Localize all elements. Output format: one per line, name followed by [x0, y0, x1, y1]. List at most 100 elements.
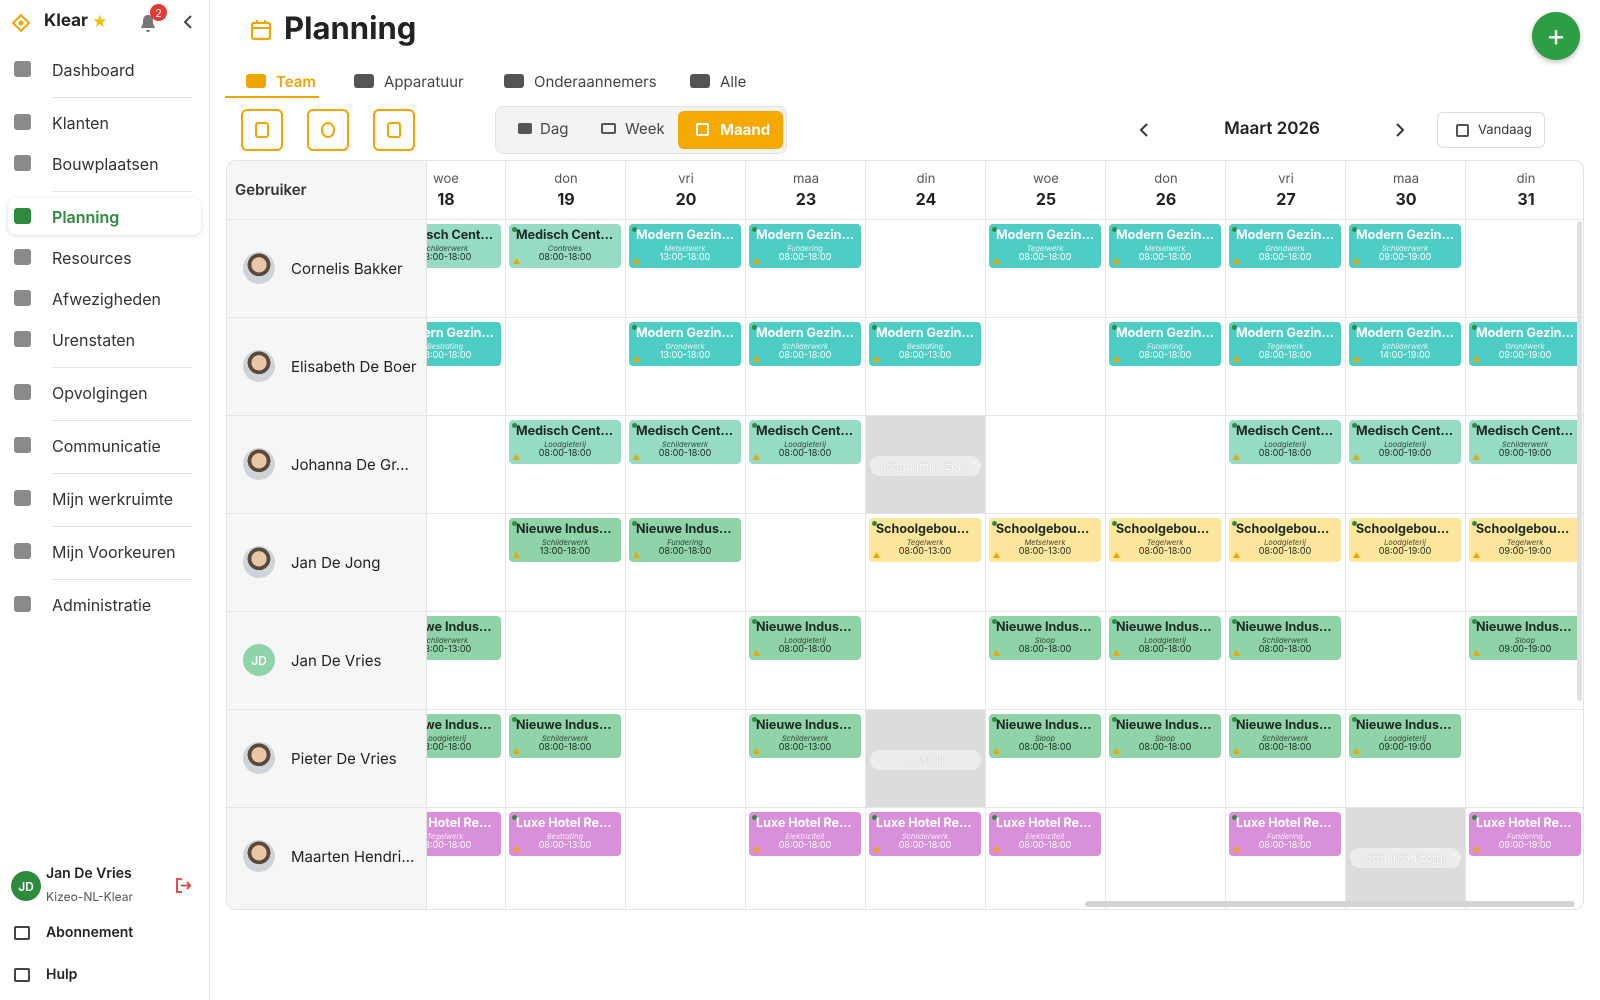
- day-of-week: din: [916, 171, 936, 187]
- nav-item[interactable]: Administratie: [8, 586, 201, 623]
- tab[interactable]: Apparatuur: [354, 68, 464, 94]
- event-chip[interactable]: Nieuwe Indus… Sloop 08:00-18:00: [989, 714, 1101, 758]
- scrollbar: [1577, 221, 1582, 701]
- event-chip[interactable]: Modern Gezin… Metselwerk 13:00-18:00: [629, 224, 741, 268]
- event-chip[interactable]: Modern Gezin… Grondwerk 09:00-19:00: [1469, 322, 1581, 366]
- filter-button[interactable]: [373, 109, 415, 151]
- event-chip[interactable]: Modern Gezin… Fundering 08:00-18:00: [749, 224, 861, 268]
- event-chip[interactable]: Schoolgebou… Tegelwerk 08:00-13:00: [869, 518, 981, 562]
- event-chip[interactable]: Nieuwe Indus… Schilderwerk 08:00-18:00: [509, 714, 621, 758]
- logout-button[interactable]: [175, 877, 192, 894]
- event-chip[interactable]: Medisch Cent… Loodgieterij 08:00-18:00: [749, 420, 861, 464]
- event-chip[interactable]: Luxe Hotel Re… Elektriciteit 08:00-18:00: [989, 812, 1101, 856]
- user-name: Pieter De Vries: [291, 749, 397, 768]
- event-status: [992, 717, 997, 722]
- today-button[interactable]: Vandaag: [1437, 112, 1545, 148]
- event-chip[interactable]: Nieuwe Indus… Schilderwerk 08:00-18:00: [1229, 714, 1341, 758]
- event-chip[interactable]: Schoolgebou… Metselwerk 08:00-13:00: [989, 518, 1101, 562]
- event-title: Modern Gezin…: [427, 326, 494, 341]
- event-chip[interactable]: Luxe Hotel Re… Bestrating 08:00-13:00: [509, 812, 621, 856]
- nav-item[interactable]: Afwezigheden: [8, 280, 201, 317]
- event-chip[interactable]: Schoolgebou… Loodgieterij 08:00-19:00: [1349, 518, 1461, 562]
- user-name: Cornelis Bakker: [291, 259, 403, 278]
- event-chip[interactable]: Modern Gezin… Tegelwerk 08:00-18:00: [1229, 322, 1341, 366]
- event-chip[interactable]: Luxe Hotel Re… Fundering 08:00-18:00: [1229, 812, 1341, 856]
- event-chip[interactable]: Nieuwe Indus… Sloop 09:00-19:00: [1469, 616, 1581, 660]
- event-chip[interactable]: Modern Gezin… Grondwerk 08:00-18:00: [1229, 224, 1341, 268]
- next-month[interactable]: [1394, 122, 1406, 138]
- event-chip[interactable]: Modern Gezin… Metselwerk 08:00-18:00: [1109, 224, 1221, 268]
- tab[interactable]: Team: [246, 68, 316, 94]
- subscription-link[interactable]: Abonnement: [46, 924, 134, 941]
- nav-label: Resources: [52, 247, 132, 268]
- event-chip[interactable]: Schoolgebou… Tegelwerk 08:00-18:00: [1109, 518, 1221, 562]
- event-chip[interactable]: Medisch Cent… Schilderwerk 09:00-19:00: [1469, 420, 1581, 464]
- nav-item[interactable]: Opvolgingen: [8, 374, 201, 411]
- help-link[interactable]: Hulp: [46, 966, 78, 983]
- event-title: Schoolgebou…: [1236, 522, 1330, 537]
- event-chip[interactable]: Luxe Hotel Re… Elektriciteit 08:00-18:00: [749, 812, 861, 856]
- tab[interactable]: Onderaannemers: [504, 68, 657, 94]
- event-chip[interactable]: Schoolgebou… Tegelwerk 09:00-19:00: [1469, 518, 1581, 562]
- event-chip[interactable]: Nieuwe Indus… Loodgieterij 09:00-19:00: [1349, 714, 1461, 758]
- filter-button[interactable]: [241, 109, 283, 151]
- event-warning: [1113, 258, 1120, 264]
- event-chip[interactable]: Medisch Cent… Loodgieterij 09:00-19:00: [1349, 420, 1461, 464]
- event-chip[interactable]: Luxe Hotel Re… Fundering 09:00-19:00: [1469, 812, 1581, 856]
- event-chip[interactable]: Modern Gezin… Schilderwerk 08:00-18:00: [749, 322, 861, 366]
- event-chip[interactable]: Modern Gezin… Tegelwerk 08:00-18:00: [989, 224, 1101, 268]
- prev-month[interactable]: [1138, 122, 1150, 138]
- event-chip[interactable]: Nieuwe Indus… Schilderwerk 08:00-18:00: [1229, 616, 1341, 660]
- nav-item[interactable]: Mijn Voorkeuren: [8, 533, 201, 570]
- event-chip[interactable]: Nieuwe Indus… Sloop 08:00-18:00: [989, 616, 1101, 660]
- view-button[interactable]: Week: [601, 119, 665, 138]
- event-chip[interactable]: Nieuwe Indus… Fundering 08:00-18:00: [629, 518, 741, 562]
- event-chip[interactable]: Modern Gezin… Fundering 08:00-18:00: [1109, 322, 1221, 366]
- event-warning: [1113, 650, 1120, 656]
- day-of-week: woe: [433, 171, 459, 187]
- event-chip[interactable]: Modern Gezin… Grondwerk 13:00-18:00: [629, 322, 741, 366]
- nav-item[interactable]: Communicatie: [8, 427, 201, 464]
- nav-item[interactable]: Bouwplaatsen: [8, 145, 201, 182]
- nav-item[interactable]: Dashboard: [8, 51, 201, 88]
- event-trade: Loodgieterij: [427, 734, 466, 743]
- event-chip[interactable]: Luxe Hotel Re… Schilderwerk 08:00-18:00: [869, 812, 981, 856]
- tab[interactable]: Alle: [690, 68, 746, 94]
- nav-icon: [14, 155, 31, 171]
- bell-icon[interactable]: [139, 13, 157, 33]
- event-chip[interactable]: Medisch Cent… Loodgieterij 08:00-18:00: [509, 420, 621, 464]
- nav-item[interactable]: Klanten: [8, 104, 201, 141]
- view-button-active[interactable]: Maand: [678, 111, 783, 149]
- event-trade: Schilderwerk: [1261, 734, 1309, 743]
- view-button[interactable]: Dag: [518, 119, 568, 138]
- event-chip[interactable]: Nieuwe Indus… Schilderwerk 13:00-18:00: [509, 518, 621, 562]
- event-trade: Tegelwerk: [906, 538, 944, 547]
- collapse-button[interactable]: [182, 15, 194, 29]
- filter-button[interactable]: [307, 109, 349, 151]
- event-chip[interactable]: Modern Gezin… Bestrating 08:00-13:00: [869, 322, 981, 366]
- event-title: Medisch Cent…: [516, 424, 614, 439]
- event-title: Schoolgebou…: [1476, 522, 1570, 537]
- event-chip[interactable]: Medisch Cent… Controles 08:00-18:00: [509, 224, 621, 268]
- event-title: Schoolgebou…: [996, 522, 1090, 537]
- nav-item[interactable]: Urenstaten: [8, 321, 201, 358]
- event-chip[interactable]: Schoolgebou… Loodgieterij 08:00-18:00: [1229, 518, 1341, 562]
- event-chip[interactable]: Medisch Cent… Loodgieterij 08:00-18:00: [1229, 420, 1341, 464]
- nav-item[interactable]: Resources: [8, 239, 201, 276]
- nav-item[interactable]: Planning: [8, 198, 201, 235]
- nav-label: Urenstaten: [52, 329, 136, 350]
- nav-item[interactable]: Mijn werkruimte: [8, 480, 201, 517]
- event-chip[interactable]: Nieuwe Indus… Sloop 08:00-18:00: [1109, 714, 1221, 758]
- event-chip[interactable]: Modern Gezin… Schilderwerk 09:00-19:00: [1349, 224, 1461, 268]
- event-chip[interactable]: Modern Gezin… Schilderwerk 14:00-19:00: [1349, 322, 1461, 366]
- add-button[interactable]: +: [1532, 12, 1580, 60]
